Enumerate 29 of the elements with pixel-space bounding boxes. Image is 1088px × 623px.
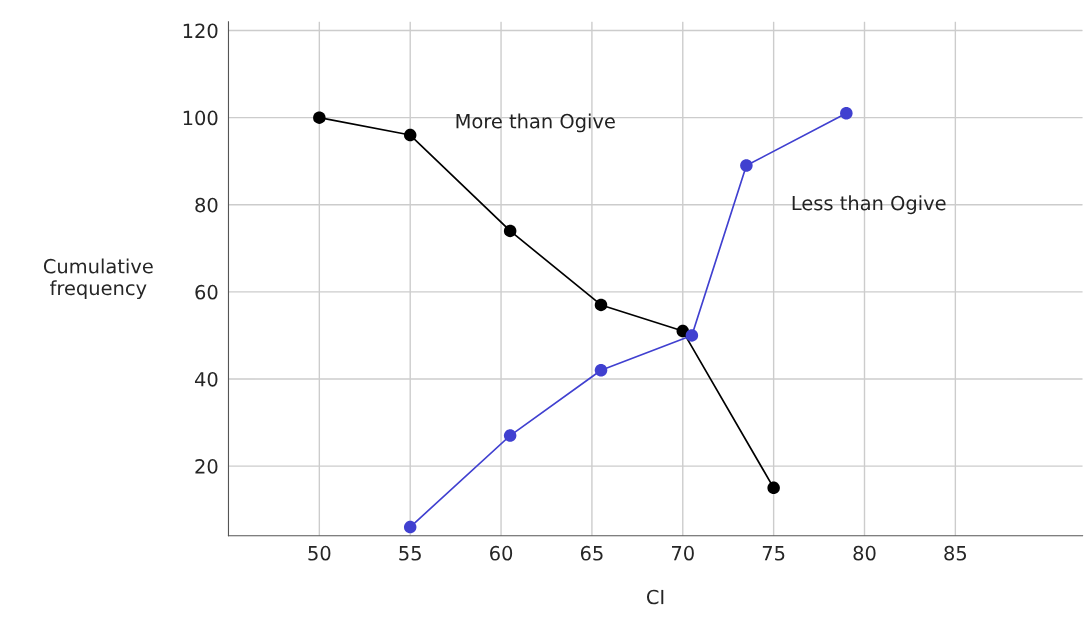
x-tick-label: 70 — [672, 545, 694, 561]
x-axis-title: CI — [646, 589, 664, 605]
x-tick-label: 60 — [490, 545, 513, 561]
y-tick-label: 80 — [195, 197, 218, 213]
y-tick-label: 100 — [183, 110, 218, 126]
point — [403, 520, 417, 534]
y-tick-label: 40 — [194, 371, 218, 387]
y-tick-label: 20 — [195, 459, 218, 474]
x-tick-label: 80 — [853, 545, 876, 561]
point — [685, 329, 699, 342]
y-tick-label: 120 — [183, 23, 218, 39]
x-tick-label: 85 — [944, 545, 967, 561]
text: Less than Ogive — [792, 195, 946, 215]
point — [313, 111, 326, 124]
y-tick-label: 60 — [195, 284, 218, 300]
point — [503, 224, 517, 238]
y-axis-title: Cumulative frequency — [43, 258, 153, 300]
point — [403, 128, 417, 142]
point — [840, 107, 853, 120]
point — [503, 429, 517, 442]
x-tick-label: 75 — [762, 546, 785, 561]
point — [767, 481, 780, 495]
series-label: More than Ogive — [456, 113, 615, 133]
x-tick-label: 55 — [399, 546, 421, 561]
x-tick-label: 50 — [308, 545, 331, 561]
point — [594, 364, 608, 377]
point — [594, 298, 608, 312]
point — [740, 159, 753, 172]
x-tick-label: 65 — [580, 545, 603, 561]
